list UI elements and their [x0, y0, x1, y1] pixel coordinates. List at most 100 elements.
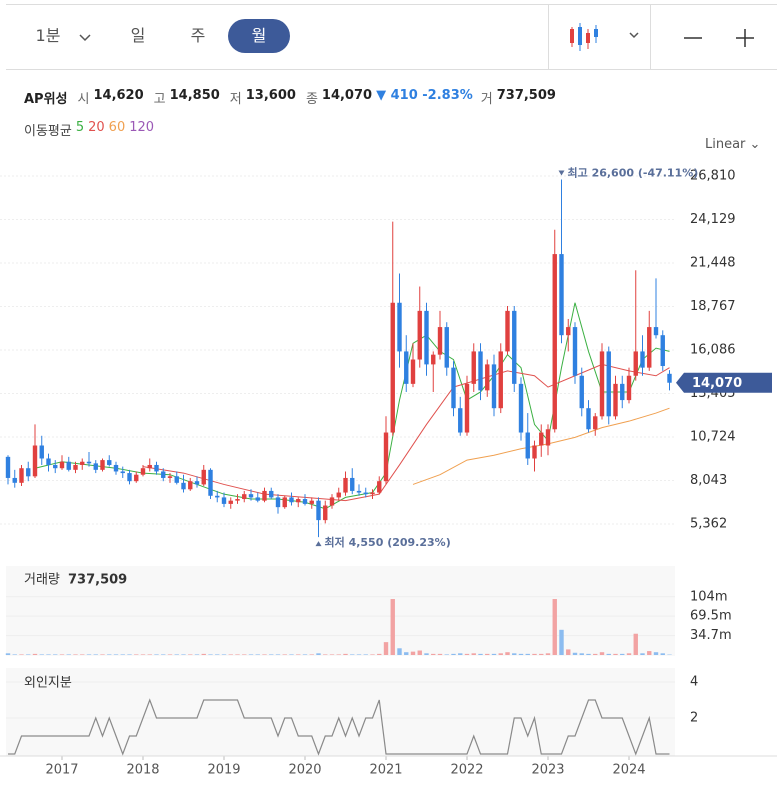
field-value: 14,070	[321, 88, 373, 103]
candle-body	[410, 359, 416, 384]
field-value: 14,850	[169, 88, 220, 103]
period-tab[interactable]: 주	[190, 26, 206, 45]
candle-body	[282, 497, 287, 508]
volume-bar	[127, 654, 132, 655]
candle-body	[140, 468, 146, 475]
field-label: 시	[77, 92, 90, 107]
volume-bar	[181, 654, 186, 655]
volume-bar	[606, 653, 611, 655]
volume-bar	[431, 653, 436, 655]
candle-body	[370, 492, 375, 495]
x-tick-label: 2021	[369, 763, 402, 778]
candle-body	[397, 302, 402, 352]
volume-bar	[336, 654, 341, 655]
volume-bar	[660, 653, 665, 655]
marker	[315, 541, 322, 547]
candle-body	[336, 492, 341, 498]
period-tab[interactable]: 월	[228, 19, 290, 53]
volume-bar	[377, 653, 382, 655]
candle-body	[431, 354, 436, 365]
volume-bar	[390, 599, 395, 655]
candle-body	[296, 499, 301, 503]
candle-body	[147, 464, 152, 469]
candle-body	[390, 302, 395, 433]
candle-body	[134, 474, 139, 482]
candle-body	[309, 500, 314, 504]
candle-body	[26, 468, 31, 477]
scale-toggle[interactable]: Linear ⌄	[705, 137, 761, 152]
candle-body	[458, 408, 463, 433]
volume-bar	[498, 653, 503, 655]
zoom-controls[interactable]	[676, 19, 777, 59]
volume-bar	[653, 652, 659, 655]
x-tick-label: 2017	[45, 763, 78, 778]
volume-bar	[525, 653, 530, 655]
candle-body	[350, 477, 355, 491]
annotation: 최고 26,600 (-47.11%)	[568, 165, 699, 179]
last-price-label: 14,070	[692, 376, 742, 391]
candle-body	[363, 492, 368, 495]
volume-bar	[437, 653, 443, 655]
candle-body	[208, 469, 213, 496]
volume-bar	[471, 653, 476, 655]
y-tick-label: 8,043	[690, 473, 727, 488]
volume-bar	[86, 654, 92, 655]
candle-body	[113, 464, 119, 472]
volume-bar	[410, 651, 416, 655]
volume-bar	[485, 653, 490, 655]
candle-body	[167, 476, 173, 478]
candle-body	[343, 477, 348, 493]
candle-body	[221, 497, 227, 504]
last-price-tag	[676, 372, 772, 393]
candle-body	[181, 482, 186, 490]
candle-body	[93, 463, 98, 470]
candle-body	[525, 432, 530, 459]
volume-bar	[329, 654, 335, 655]
candle-body	[39, 445, 44, 459]
candle-body	[120, 471, 125, 474]
candle-body	[485, 364, 490, 391]
period-tab[interactable]: 일	[130, 26, 146, 45]
candle-body	[417, 310, 422, 360]
dropdown-icon[interactable]	[78, 33, 92, 43]
candle-body	[5, 456, 11, 478]
candle-body	[653, 327, 659, 336]
x-tick-label: 2020	[288, 763, 321, 778]
volume-bar	[397, 648, 402, 655]
y-tick-label: 4	[690, 675, 698, 690]
chart-type-icon[interactable]	[566, 19, 686, 59]
candle-body	[660, 335, 665, 367]
candle-body	[633, 351, 638, 376]
volume-bar	[552, 599, 557, 655]
volume-bar	[424, 653, 429, 655]
volume-bar	[215, 654, 220, 655]
field-value: 737,509	[496, 88, 556, 103]
volume-bar	[451, 653, 456, 655]
candle-body	[579, 375, 584, 409]
volume-bar	[59, 654, 65, 655]
marker	[558, 170, 565, 176]
volume-bar	[316, 653, 321, 655]
legend-entry: 20	[88, 120, 105, 135]
candle-body	[86, 461, 92, 464]
volume-bar	[417, 650, 422, 655]
candle-body	[620, 383, 625, 401]
separator	[548, 5, 549, 69]
volume-bar	[248, 654, 254, 655]
legend-entry: 60	[108, 120, 126, 135]
candle-body	[356, 490, 362, 493]
volume-bar	[12, 654, 17, 655]
y-tick-label: 2	[690, 711, 698, 726]
y-tick-label: 104m	[690, 589, 727, 604]
volume-bar	[73, 654, 78, 655]
stock-name: AP위성	[24, 92, 68, 107]
candle-body	[593, 416, 598, 430]
candle-body	[377, 481, 382, 493]
volume-bar	[161, 654, 166, 655]
y-tick-label: 10,724	[690, 430, 736, 445]
period-tab[interactable]: 1분	[35, 26, 61, 45]
volume-bar	[255, 654, 260, 655]
panel-title: 외인지분	[24, 676, 72, 691]
volume-bar	[404, 652, 409, 655]
candle-body	[512, 310, 517, 384]
